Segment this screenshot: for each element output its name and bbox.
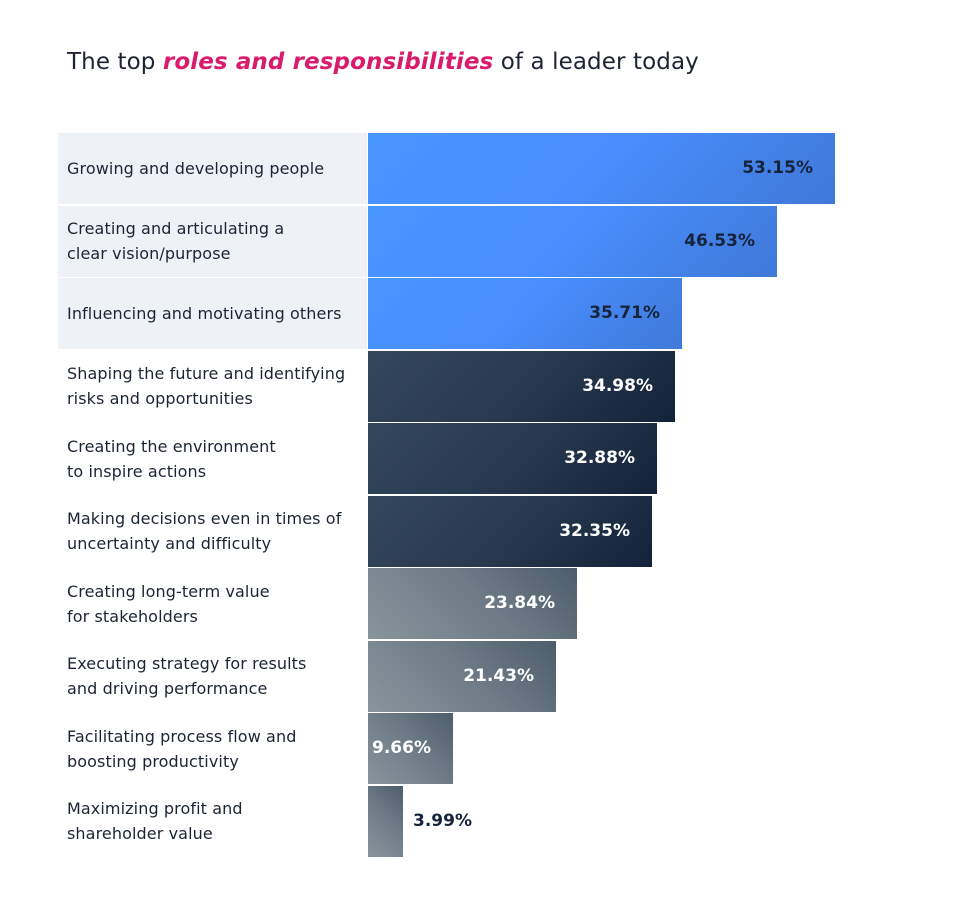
category-label: Maximizing profit and shareholder value: [67, 799, 243, 843]
category-label: Creating long-term value for stakeholder…: [67, 581, 270, 626]
bar-row: Shaping the future and identifying risks…: [58, 350, 858, 422]
bar-row: Executing strategy for results and drivi…: [58, 640, 858, 712]
bar: [368, 278, 682, 349]
bar: [368, 205, 777, 277]
value-label: 21.43%: [463, 665, 534, 686]
bar-row: Making decisions even in times of uncert…: [58, 495, 858, 567]
bar-row: Facilitating process flow and boosting p…: [58, 713, 858, 784]
value-label: 9.66%: [372, 738, 431, 758]
category-label-cell: Making decisions even in times of uncert…: [58, 496, 367, 567]
category-label: Growing and developing people: [67, 159, 325, 178]
bar: [368, 495, 652, 567]
bar-chart: Growing and developing people 53.15% Creat…: [58, 133, 858, 863]
category-label-cell: Executing strategy for results and drivi…: [58, 641, 367, 712]
category-label-cell: Shaping the future and identifying risks…: [58, 351, 367, 422]
category-label: Executing strategy for results and drivi…: [67, 654, 307, 698]
bar: [368, 350, 675, 422]
value-label: 46.53%: [684, 230, 755, 251]
value-label: 3.99%: [413, 810, 472, 831]
value-label: 35.71%: [589, 303, 660, 323]
bar-row: Creating long-term value for stakeholder…: [58, 568, 858, 639]
category-label: Making decisions even in times of uncert…: [67, 509, 342, 553]
category-label: Creating the environment to inspire acti…: [67, 436, 276, 481]
bar: [368, 713, 453, 784]
category-label: Shaping the future and identifying risks…: [67, 364, 346, 408]
category-label-cell: Creating long-term value for stakeholder…: [58, 568, 367, 639]
value-label: 23.84%: [484, 593, 555, 613]
bar-row: Growing and developing people 53.15%: [58, 133, 858, 204]
bar-row: Creating the environment to inspire acti…: [58, 423, 858, 494]
category-label: Influencing and motivating others: [67, 304, 342, 323]
category-label: Creating and articulating a clear vision…: [67, 219, 285, 263]
category-label-cell: Creating the environment to inspire acti…: [58, 423, 367, 494]
bar: [368, 568, 577, 639]
value-label: 53.15%: [742, 158, 813, 178]
chart-title: The top roles and responsibilities of a …: [67, 45, 699, 79]
bar-row: Maximizing profit and shareholder value 3…: [58, 785, 858, 857]
bar-row: Influencing and motivating others 35.71%: [58, 278, 858, 349]
category-label-cell: Influencing and motivating others: [58, 278, 367, 349]
category-label: Facilitating process flow and boosting p…: [67, 726, 297, 771]
bar: [368, 640, 556, 712]
category-label-cell: Creating and articulating a clear vision…: [58, 205, 367, 277]
category-label-cell: Facilitating process flow and boosting p…: [58, 713, 367, 784]
title-suffix: of a leader today: [493, 49, 699, 75]
bar-row: Creating and articulating a clear vision…: [58, 205, 858, 277]
value-label: 32.35%: [559, 520, 630, 541]
title-prefix: The top: [67, 49, 163, 75]
value-label: 34.98%: [582, 375, 653, 396]
category-label-cell: Maximizing profit and shareholder value: [58, 786, 367, 857]
bar: [368, 423, 657, 494]
bar: [368, 133, 835, 204]
category-label-cell: Growing and developing people: [58, 133, 367, 204]
value-label: 32.88%: [564, 448, 635, 468]
bar: [368, 785, 403, 857]
title-highlight: roles and responsibilities: [162, 49, 494, 75]
